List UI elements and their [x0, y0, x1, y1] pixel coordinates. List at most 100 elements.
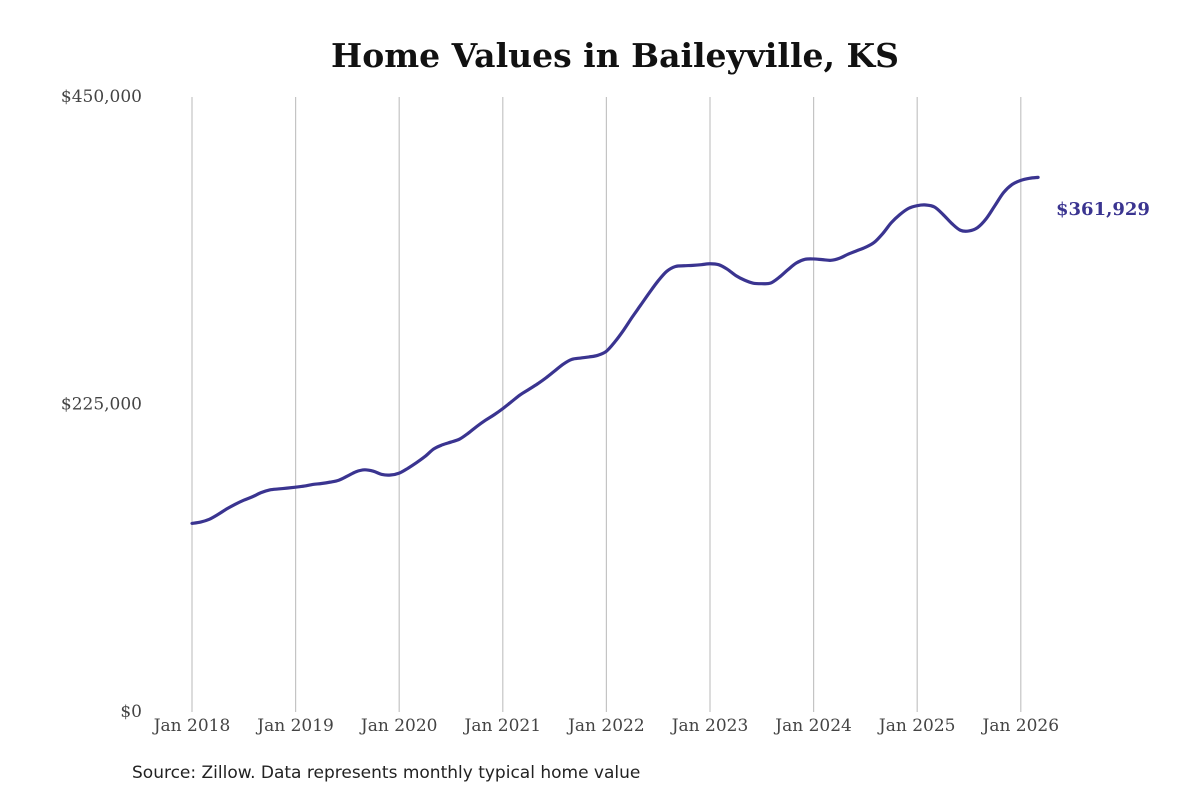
data-point-2019-09	[363, 468, 367, 472]
data-point-2018-03	[207, 517, 211, 521]
data-point-2026-02	[1027, 176, 1031, 180]
data-point-2020-02	[406, 466, 410, 470]
data-point-2023-11	[794, 261, 798, 265]
data-point-2025-01	[915, 204, 919, 208]
data-point-2022-04	[630, 315, 634, 319]
data-point-2025-08	[976, 226, 980, 230]
data-point-2024-02	[820, 258, 824, 262]
gridlines	[191, 97, 1022, 712]
x-tick-label: Jan 2020	[359, 716, 438, 736]
data-point-2023-10	[786, 268, 790, 272]
data-point-2018-05	[225, 507, 229, 511]
data-point-2023-06	[751, 281, 755, 285]
x-tick-label: Jan 2019	[255, 716, 334, 736]
data-point-2022-07	[656, 279, 660, 283]
data-point-2024-04	[838, 256, 842, 260]
latest-value-label: $361,929	[1056, 199, 1150, 220]
data-point-2018-12	[285, 486, 289, 490]
data-point-2021-08	[561, 362, 565, 366]
data-point-2026-03	[1036, 175, 1040, 179]
data-point-2021-05	[535, 382, 539, 386]
data-point-2019-07	[345, 474, 349, 478]
data-point-2021-09	[570, 357, 574, 361]
data-point-2021-01	[501, 407, 505, 411]
data-point-2022-12	[699, 263, 703, 267]
data-point-2022-11	[691, 263, 695, 267]
y-axis-ticks: $0 $225,000 $450,000	[61, 87, 142, 722]
data-point-2022-02	[613, 340, 617, 344]
data-point-2020-04	[423, 454, 427, 458]
data-point-2024-08	[872, 241, 876, 245]
data-point-2023-08	[768, 281, 772, 285]
data-point-2023-12	[803, 257, 807, 261]
data-point-2022-09	[673, 264, 677, 268]
data-point-2023-09	[777, 275, 781, 279]
data-point-2024-12	[907, 206, 911, 210]
data-point-2023-04	[734, 274, 738, 278]
data-point-2019-10	[371, 469, 375, 473]
data-point-2025-10	[993, 204, 997, 208]
data-point-2018-08	[250, 495, 254, 499]
data-points	[190, 175, 1040, 525]
data-point-2020-11	[484, 418, 488, 422]
y-tick-label: $225,000	[61, 395, 142, 415]
data-point-2024-01	[812, 257, 816, 261]
x-tick-label: Jan 2021	[463, 716, 542, 736]
data-point-2020-08	[458, 437, 462, 441]
x-axis-ticks: Jan 2018 Jan 2019 Jan 2020 Jan 2021 Jan 2022…	[152, 716, 1059, 736]
data-point-2019-01	[294, 485, 298, 489]
data-point-2020-12	[492, 413, 496, 417]
data-point-2025-02	[924, 203, 928, 207]
data-point-2024-09	[881, 232, 885, 236]
data-point-2024-03	[829, 258, 833, 262]
data-point-2021-11	[587, 355, 591, 359]
x-tick-label: Jan 2022	[566, 716, 645, 736]
data-point-2024-06	[855, 249, 859, 253]
data-point-2018-11	[276, 487, 280, 491]
x-tick-label: Jan 2023	[670, 716, 749, 736]
data-point-2024-07	[863, 245, 867, 249]
data-point-2018-04	[216, 513, 220, 517]
data-point-2025-12	[1010, 182, 1014, 186]
data-point-2019-08	[354, 470, 358, 474]
data-point-2023-07	[760, 282, 764, 286]
x-tick-label: Jan 2024	[773, 716, 852, 736]
source-note: Source: Zillow. Data represents monthly …	[132, 763, 641, 783]
data-point-2025-11	[1002, 191, 1006, 195]
data-point-2026-01	[1019, 178, 1023, 182]
chart-title: Home Values in Baileyville, KS	[331, 36, 899, 75]
data-point-2022-10	[682, 264, 686, 268]
data-point-2019-04	[320, 481, 324, 485]
data-point-2020-09	[466, 431, 470, 435]
data-point-2019-03	[311, 482, 315, 486]
data-point-2021-06	[544, 376, 548, 380]
x-tick-label: Jan 2026	[981, 716, 1060, 736]
data-point-2019-06	[337, 478, 341, 482]
data-point-2025-06	[958, 228, 962, 232]
data-point-2022-06	[648, 290, 652, 294]
data-point-2020-07	[449, 440, 453, 444]
y-tick-label: $0	[120, 702, 142, 722]
data-point-2018-02	[199, 520, 203, 524]
data-point-2025-07	[967, 229, 971, 233]
data-point-2025-03	[932, 205, 936, 209]
data-point-2020-05	[432, 447, 436, 451]
y-tick-label: $450,000	[61, 87, 142, 107]
data-point-2025-04	[941, 213, 945, 217]
data-point-2020-06	[440, 443, 444, 447]
data-point-2024-10	[889, 221, 893, 225]
data-point-2020-10	[475, 424, 479, 428]
data-point-2022-03	[622, 328, 626, 332]
data-point-2022-08	[665, 269, 669, 273]
data-point-2018-10	[268, 488, 272, 492]
data-point-2021-12	[596, 353, 600, 357]
data-point-2021-10	[579, 356, 583, 360]
data-point-2023-01	[708, 262, 712, 266]
data-point-2021-07	[553, 369, 557, 373]
data-point-2018-01	[190, 521, 194, 525]
data-point-2018-07	[242, 498, 246, 502]
data-point-2019-12	[389, 473, 393, 477]
data-point-2019-05	[328, 480, 332, 484]
data-point-2024-11	[898, 213, 902, 217]
